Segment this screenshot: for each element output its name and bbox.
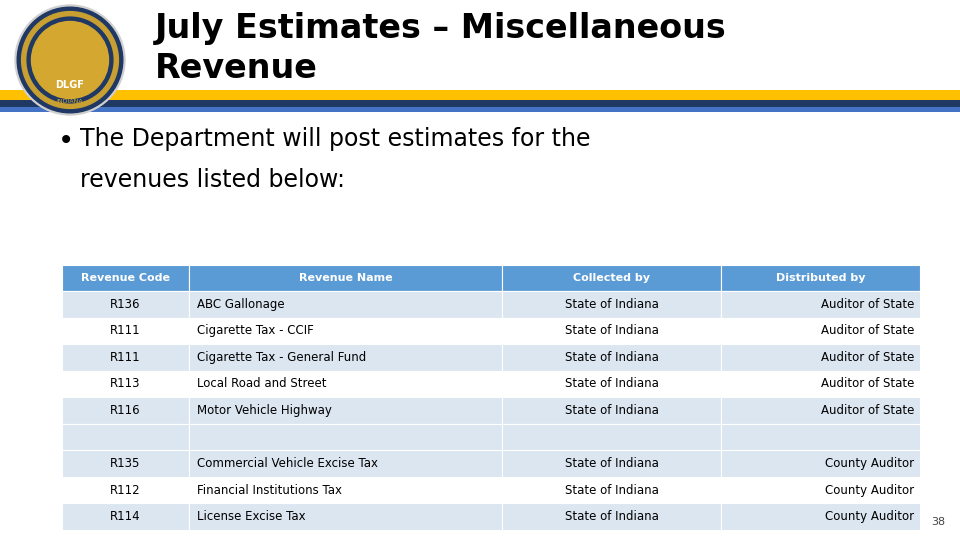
Text: Revenue: Revenue — [155, 52, 318, 85]
Text: R114: R114 — [110, 510, 141, 523]
Bar — [502, 265, 721, 291]
Bar — [502, 291, 721, 318]
Text: R111: R111 — [110, 325, 141, 338]
Text: Collected by: Collected by — [573, 273, 650, 283]
Text: State of Indiana: State of Indiana — [564, 484, 659, 497]
Bar — [62, 397, 189, 424]
Text: County Auditor: County Auditor — [825, 484, 914, 497]
Bar — [721, 344, 920, 370]
Text: ABC Gallonage: ABC Gallonage — [197, 298, 284, 310]
Bar — [189, 318, 502, 344]
Text: 38: 38 — [931, 517, 945, 527]
Text: DLGF: DLGF — [56, 80, 84, 90]
Bar — [189, 344, 502, 370]
Text: R116: R116 — [110, 404, 141, 417]
Bar — [62, 265, 189, 291]
Bar — [62, 477, 189, 503]
Text: R136: R136 — [110, 298, 141, 310]
Text: Distributed by: Distributed by — [776, 273, 865, 283]
Bar — [62, 370, 189, 397]
Bar — [62, 450, 189, 477]
Text: R135: R135 — [110, 457, 141, 470]
Bar — [721, 370, 920, 397]
Bar — [189, 291, 502, 318]
Circle shape — [21, 11, 118, 109]
Text: Revenue Code: Revenue Code — [81, 273, 170, 283]
Bar — [0, 90, 960, 100]
Bar — [189, 450, 502, 477]
Circle shape — [32, 22, 108, 98]
Bar — [502, 477, 721, 503]
Bar — [62, 291, 189, 318]
Bar — [62, 424, 189, 450]
Text: State of Indiana: State of Indiana — [564, 351, 659, 364]
Text: Motor Vehicle Highway: Motor Vehicle Highway — [197, 404, 332, 417]
Bar — [502, 370, 721, 397]
Bar — [189, 503, 502, 530]
Text: License Excise Tax: License Excise Tax — [197, 510, 305, 523]
Bar — [502, 318, 721, 344]
Bar — [721, 291, 920, 318]
Text: •: • — [58, 127, 74, 155]
Text: Auditor of State: Auditor of State — [821, 325, 914, 338]
Text: State of Indiana: State of Indiana — [564, 325, 659, 338]
Bar — [502, 424, 721, 450]
Bar — [721, 424, 920, 450]
Bar — [189, 397, 502, 424]
Bar — [62, 344, 189, 370]
Text: R111: R111 — [110, 351, 141, 364]
Bar — [189, 424, 502, 450]
Circle shape — [27, 17, 113, 103]
Text: County Auditor: County Auditor — [825, 457, 914, 470]
Bar — [0, 107, 960, 112]
Text: State of Indiana: State of Indiana — [564, 377, 659, 390]
Text: Cigarette Tax - General Fund: Cigarette Tax - General Fund — [197, 351, 366, 364]
Text: July Estimates – Miscellaneous: July Estimates – Miscellaneous — [155, 12, 727, 45]
Bar — [502, 344, 721, 370]
Text: State of Indiana: State of Indiana — [564, 457, 659, 470]
Bar — [502, 397, 721, 424]
Text: Auditor of State: Auditor of State — [821, 377, 914, 390]
Text: Auditor of State: Auditor of State — [821, 404, 914, 417]
Bar — [502, 503, 721, 530]
Text: Auditor of State: Auditor of State — [821, 351, 914, 364]
Bar — [721, 450, 920, 477]
Text: revenues listed below:: revenues listed below: — [80, 168, 345, 192]
Text: R113: R113 — [110, 377, 141, 390]
Bar — [721, 397, 920, 424]
Text: Financial Institutions Tax: Financial Institutions Tax — [197, 484, 342, 497]
Bar — [721, 265, 920, 291]
Text: Revenue Name: Revenue Name — [299, 273, 393, 283]
Circle shape — [17, 7, 123, 113]
Text: State of Indiana: State of Indiana — [564, 298, 659, 310]
Text: INDIANA: INDIANA — [57, 99, 84, 104]
Text: Cigarette Tax - CCIF: Cigarette Tax - CCIF — [197, 325, 314, 338]
Bar — [189, 477, 502, 503]
Text: Local Road and Street: Local Road and Street — [197, 377, 326, 390]
Bar — [721, 503, 920, 530]
Text: R112: R112 — [110, 484, 141, 497]
Circle shape — [15, 5, 125, 115]
Bar — [62, 318, 189, 344]
Text: State of Indiana: State of Indiana — [564, 510, 659, 523]
Bar — [721, 318, 920, 344]
Text: Auditor of State: Auditor of State — [821, 298, 914, 310]
Bar — [189, 265, 502, 291]
Text: County Auditor: County Auditor — [825, 510, 914, 523]
Bar — [721, 477, 920, 503]
Text: The Department will post estimates for the: The Department will post estimates for t… — [80, 127, 590, 151]
Text: State of Indiana: State of Indiana — [564, 404, 659, 417]
Bar — [0, 100, 960, 107]
Text: Commercial Vehicle Excise Tax: Commercial Vehicle Excise Tax — [197, 457, 378, 470]
Bar — [502, 450, 721, 477]
Bar — [62, 503, 189, 530]
Bar — [189, 370, 502, 397]
